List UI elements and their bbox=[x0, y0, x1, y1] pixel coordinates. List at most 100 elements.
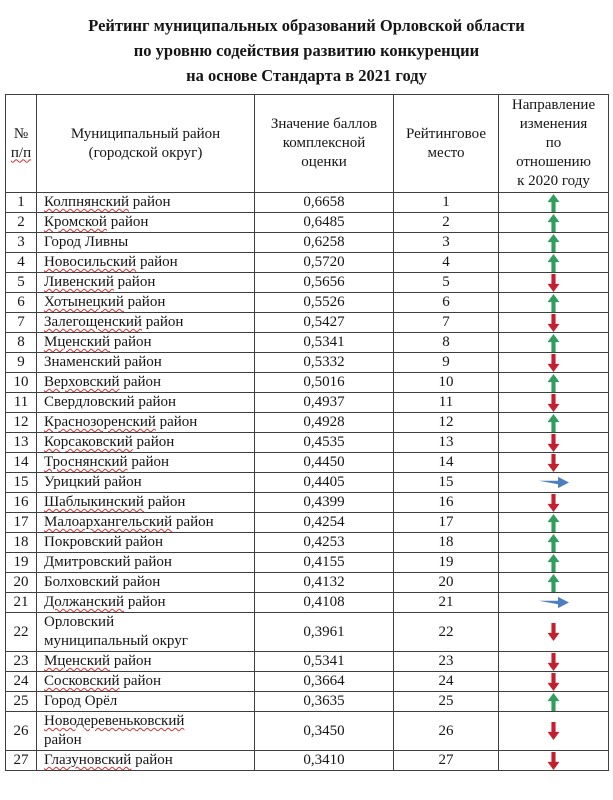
score-cell: 0,3410 bbox=[254, 750, 394, 771]
district-name-cell: Кромской район bbox=[36, 212, 255, 233]
table-row: 13 Корсаковский район 0,4535 13 bbox=[5, 432, 609, 453]
row-number-cell: 13 bbox=[5, 432, 37, 453]
score-cell: 0,4928 bbox=[254, 412, 394, 433]
down-arrow-icon bbox=[547, 353, 560, 372]
direction-cell bbox=[498, 372, 609, 393]
table-header-row: № п/п Муниципальный район (городской окру… bbox=[5, 94, 609, 193]
district-name-cell: Должанский район bbox=[36, 592, 255, 613]
down-arrow-icon bbox=[547, 313, 560, 332]
row-number-cell: 19 bbox=[5, 552, 37, 573]
row-number-cell: 17 bbox=[5, 512, 37, 533]
rank-cell: 2 bbox=[393, 212, 499, 233]
table-row: 23 Мценский район 0,5341 23 bbox=[5, 651, 609, 672]
table-row: 18 Покровский район 0,4253 18 bbox=[5, 532, 609, 553]
rank-cell: 9 bbox=[393, 352, 499, 373]
rank-cell: 15 bbox=[393, 472, 499, 493]
rank-cell: 10 bbox=[393, 372, 499, 393]
table-row: 1 Колпнянский район 0,6658 1 bbox=[5, 192, 609, 213]
rank-cell: 1 bbox=[393, 192, 499, 213]
direction-cell bbox=[498, 711, 609, 751]
row-number-cell: 4 bbox=[5, 252, 37, 273]
table-row: 12 Краснозоренский район 0,4928 12 bbox=[5, 412, 609, 433]
rank-cell: 17 bbox=[393, 512, 499, 533]
score-cell: 0,5656 bbox=[254, 272, 394, 293]
district-name-cell: Хотынецкий район bbox=[36, 292, 255, 313]
score-cell: 0,6485 bbox=[254, 212, 394, 233]
district-name-cell: Покровский район bbox=[36, 532, 255, 553]
row-number-cell: 3 bbox=[5, 232, 37, 253]
rank-cell: 19 bbox=[393, 552, 499, 573]
header-score: Значение баллов комплексной оценки bbox=[254, 94, 394, 193]
row-number-cell: 26 bbox=[5, 711, 37, 751]
up-arrow-icon bbox=[547, 553, 560, 572]
row-number-cell: 5 bbox=[5, 272, 37, 293]
district-name-cell: Урицкий район bbox=[36, 472, 255, 493]
score-cell: 0,4155 bbox=[254, 552, 394, 573]
table-row: 16 Шаблыкинский район 0,4399 16 bbox=[5, 492, 609, 513]
title-line-1: Рейтинг муниципальных образований Орловс… bbox=[88, 16, 525, 35]
direction-cell bbox=[498, 592, 609, 613]
direction-cell bbox=[498, 192, 609, 213]
rank-cell: 12 bbox=[393, 412, 499, 433]
table-row: 26 Новодеревеньковский район 0,3450 26 bbox=[5, 711, 609, 751]
down-arrow-icon bbox=[547, 722, 560, 741]
rank-cell: 24 bbox=[393, 671, 499, 692]
score-cell: 0,5016 bbox=[254, 372, 394, 393]
district-name-cell: Знаменский район bbox=[36, 352, 255, 373]
direction-cell bbox=[498, 472, 609, 493]
direction-cell bbox=[498, 572, 609, 593]
row-number-cell: 9 bbox=[5, 352, 37, 373]
header-direction: Направление изменения по отношению к 2020 го… bbox=[498, 94, 609, 193]
score-cell: 0,5332 bbox=[254, 352, 394, 373]
direction-cell bbox=[498, 232, 609, 253]
title-line-3: на основе Стандарта в 2021 году bbox=[186, 66, 427, 85]
rank-cell: 5 bbox=[393, 272, 499, 293]
up-arrow-icon bbox=[547, 533, 560, 552]
direction-cell bbox=[498, 452, 609, 473]
table-row: 5 Ливенский район 0,5656 5 bbox=[5, 272, 609, 293]
score-cell: 0,5720 bbox=[254, 252, 394, 273]
table-row: 8 Мценский район 0,5341 8 bbox=[5, 332, 609, 353]
district-name-cell: Малоархангельский район bbox=[36, 512, 255, 533]
district-name-cell: Мценский район bbox=[36, 651, 255, 672]
district-name-cell: Дмитровский район bbox=[36, 552, 255, 573]
header-num-line2: п/п bbox=[10, 144, 32, 161]
header-district: Муниципальный район (городской округ) bbox=[36, 94, 255, 193]
score-cell: 0,3961 bbox=[254, 612, 394, 652]
direction-cell bbox=[498, 272, 609, 293]
rank-cell: 20 bbox=[393, 572, 499, 593]
down-arrow-icon bbox=[547, 652, 560, 671]
rank-cell: 4 bbox=[393, 252, 499, 273]
up-arrow-icon bbox=[547, 233, 560, 252]
up-arrow-icon bbox=[547, 213, 560, 232]
direction-cell bbox=[498, 292, 609, 313]
direction-cell bbox=[498, 750, 609, 771]
score-cell: 0,6258 bbox=[254, 232, 394, 253]
score-cell: 0,4937 bbox=[254, 392, 394, 413]
district-name-cell: Новосильский район bbox=[36, 252, 255, 273]
down-arrow-icon bbox=[547, 273, 560, 292]
district-name-cell: Корсаковский район bbox=[36, 432, 255, 453]
right-arrow-icon bbox=[538, 594, 569, 610]
score-cell: 0,4253 bbox=[254, 532, 394, 553]
direction-cell bbox=[498, 392, 609, 413]
right-arrow-icon bbox=[538, 474, 569, 490]
score-cell: 0,5341 bbox=[254, 332, 394, 353]
direction-cell bbox=[498, 212, 609, 233]
row-number-cell: 23 bbox=[5, 651, 37, 672]
header-num-line1: № bbox=[13, 125, 29, 142]
table-row: 6 Хотынецкий район 0,5526 6 bbox=[5, 292, 609, 313]
rank-cell: 16 bbox=[393, 492, 499, 513]
direction-cell bbox=[498, 332, 609, 353]
score-cell: 0,3664 bbox=[254, 671, 394, 692]
row-number-cell: 27 bbox=[5, 750, 37, 771]
district-name-cell: Свердловский район bbox=[36, 392, 255, 413]
score-cell: 0,3635 bbox=[254, 691, 394, 712]
table-row: 25 Город Орёл 0,3635 25 bbox=[5, 691, 609, 712]
rank-cell: 21 bbox=[393, 592, 499, 613]
down-arrow-icon bbox=[547, 751, 560, 770]
table-row: 3 Город Ливны 0,6258 3 bbox=[5, 232, 609, 253]
down-arrow-icon bbox=[547, 433, 560, 452]
direction-cell bbox=[498, 492, 609, 513]
